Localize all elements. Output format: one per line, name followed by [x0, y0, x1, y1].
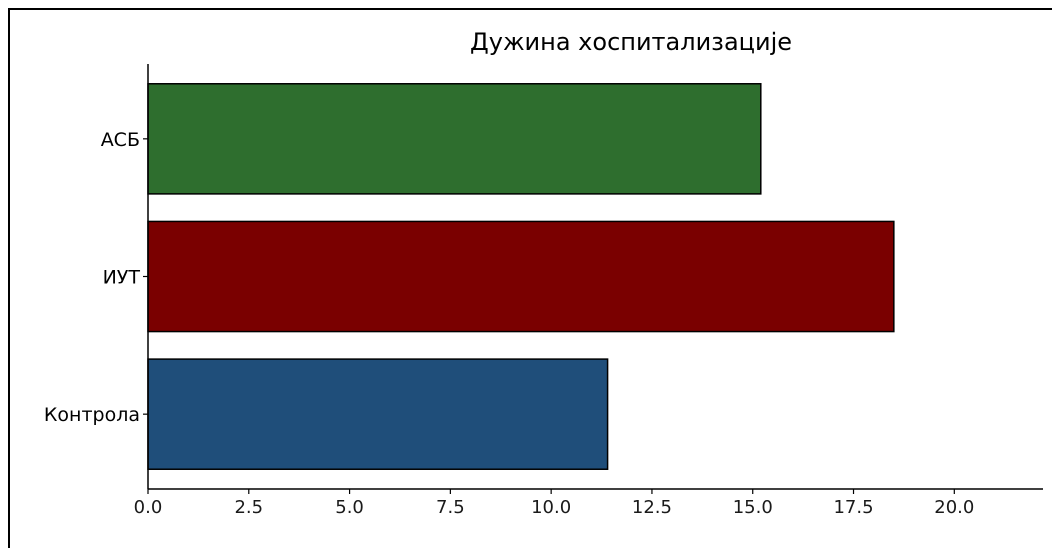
x-tick-label: 0.0	[134, 497, 163, 518]
y-tick-label: ИУТ	[103, 267, 141, 289]
y-ticks-group: Контрола ИУТ АСБ	[44, 129, 148, 426]
x-tick-label: 5.0	[335, 497, 364, 518]
x-tick-label: 20.0	[934, 497, 974, 518]
x-tick-label: 17.5	[833, 497, 873, 518]
x-tick-label: 7.5	[436, 497, 465, 518]
bar-2	[147, 83, 762, 195]
x-tick-label: 15.0	[733, 497, 773, 518]
x-ticks-group: 0.0 2.5 5.0 7.5 10.0 12.5 15.0 17.5 20.0	[134, 489, 974, 518]
figure-frame	[8, 8, 1052, 548]
bar-1	[147, 220, 895, 333]
y-tick-label: АСБ	[101, 129, 140, 151]
chart-title: Дужина хоспитализације	[470, 28, 792, 56]
y-tick-label: Контрола	[44, 404, 140, 426]
bar-0	[147, 358, 609, 470]
bar-chart: Контрола ИУТ АСБ 0.0 2.5 5.0 7.5 10.0 12.5 15.0 1…	[44, 28, 1043, 518]
x-tick-label: 2.5	[234, 497, 263, 518]
bars-group	[147, 83, 895, 470]
x-tick-label: 10.0	[531, 497, 571, 518]
x-tick-label: 12.5	[632, 497, 672, 518]
